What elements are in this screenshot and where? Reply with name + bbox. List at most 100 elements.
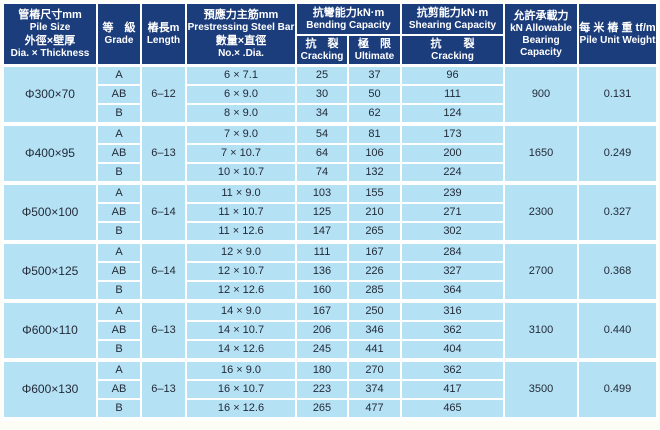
bending-ultimate-cell: 155 xyxy=(347,181,402,204)
table-row: AB 7 × 10.7 64 106 200 xyxy=(3,142,657,164)
bending-cracking-cell: 74 xyxy=(295,161,349,185)
header-shearing-cracking-en: Cracking xyxy=(431,50,474,62)
pile-size-cell: Φ600×110 xyxy=(2,299,98,362)
grade-cell: B xyxy=(96,220,142,244)
grade-cell: AB xyxy=(96,201,142,223)
grade-cell: A xyxy=(96,122,142,145)
table-row: Φ300×70 A 6–12 6 × 7.1 25 37 96 900 0.13… xyxy=(2,64,658,126)
header-bearing-en2: Bearing xyxy=(522,34,560,46)
bending-ultimate-cell: 250 xyxy=(347,299,402,322)
header-pile-size: 管樁尺寸mm Pile Size 外徑×壁厚 Dia. × Thickness xyxy=(2,2,98,67)
shearing-cracking-cell: 124 xyxy=(400,102,505,126)
steel-bar-cell: 12 × 9.0 xyxy=(185,240,297,263)
grade-cell: B xyxy=(96,161,142,185)
table-row: AB 12 × 10.7 136 226 327 xyxy=(3,260,657,282)
table-row: AB 6 × 9.0 30 50 111 xyxy=(3,83,657,105)
unit-weight-cell: 0.499 xyxy=(577,358,658,421)
shearing-cracking-cell: 111 xyxy=(400,83,505,105)
shearing-cracking-cell: 173 xyxy=(400,122,505,145)
table-row: Φ600×110 A 6–13 14 × 9.0 167 250 316 310… xyxy=(2,299,658,362)
bending-ultimate-cell: 167 xyxy=(347,240,402,263)
bending-cracking-cell: 34 xyxy=(295,102,349,126)
bending-ultimate-cell: 285 xyxy=(347,279,402,303)
unit-weight-cell: 0.131 xyxy=(577,64,658,126)
bending-ultimate-cell: 374 xyxy=(347,378,402,400)
header-length-en: Length xyxy=(146,34,181,46)
header-shearing-capacity: 抗剪能力kN·m Shearing Capacity xyxy=(400,2,505,36)
length-cell: 6–13 xyxy=(140,122,187,185)
pile-size-cell: Φ500×125 xyxy=(2,240,98,303)
steel-bar-cell: 12 × 12.6 xyxy=(185,279,297,303)
grade-cell: AB xyxy=(96,378,142,400)
header-weight-zh: 每 米 樁 重 tf/m xyxy=(579,21,656,34)
table-row: AB 11 × 10.7 125 210 271 xyxy=(3,201,657,223)
header-bending-ultimate: 極 限 Ultimate xyxy=(347,34,402,67)
steel-bar-cell: 11 × 10.7 xyxy=(185,201,297,223)
grade-cell: A xyxy=(96,358,142,381)
bending-ultimate-cell: 265 xyxy=(347,220,402,244)
table-row: B 8 × 9.0 34 62 124 xyxy=(3,102,657,126)
steel-bar-cell: 11 × 12.6 xyxy=(185,220,297,244)
shearing-cracking-cell: 362 xyxy=(400,358,505,381)
grade-cell: B xyxy=(96,397,142,421)
bending-cracking-cell: 64 xyxy=(295,142,349,164)
header-steel-bar: 預應力主筋mm Prestressing Steel Bar 數量×直徑 No.… xyxy=(185,2,297,67)
bending-cracking-cell: 25 xyxy=(295,64,349,86)
header-bearing-en1: kN Allowable xyxy=(510,22,572,34)
grade-cell: A xyxy=(96,299,142,322)
grade-cell: A xyxy=(96,240,142,263)
table-body: Φ300×70 A 6–12 6 × 7.1 25 37 96 900 0.13… xyxy=(2,64,658,421)
bending-ultimate-cell: 441 xyxy=(347,338,402,362)
shearing-cracking-cell: 404 xyxy=(400,338,505,362)
length-cell: 6–12 xyxy=(140,64,187,126)
bending-cracking-cell: 265 xyxy=(295,397,349,421)
shearing-cracking-cell: 465 xyxy=(400,397,505,421)
unit-weight-cell: 0.249 xyxy=(577,122,658,185)
steel-bar-cell: 7 × 9.0 xyxy=(185,122,297,145)
header-shearing-cracking-zh: 抗 裂 xyxy=(430,37,475,50)
header-steel-en2: No.× .Dia. xyxy=(218,47,264,59)
header-pile-size-en2: Dia. × Thickness xyxy=(10,47,90,59)
grade-cell: A xyxy=(96,181,142,204)
bending-cracking-cell: 160 xyxy=(295,279,349,303)
table-row: Φ600×130 A 6–13 16 × 9.0 180 270 362 350… xyxy=(2,358,658,421)
shearing-cracking-cell: 316 xyxy=(400,299,505,322)
table-row: B 16 × 12.6 265 477 465 xyxy=(3,397,657,421)
length-cell: 6–13 xyxy=(140,358,187,421)
table-row: B 12 × 12.6 160 285 364 xyxy=(3,279,657,303)
unit-weight-cell: 0.327 xyxy=(577,181,658,244)
bending-cracking-cell: 223 xyxy=(295,378,349,400)
header-shearing-cracking: 抗 裂 Cracking xyxy=(400,34,505,67)
bending-cracking-cell: 111 xyxy=(295,240,349,263)
bending-ultimate-cell: 81 xyxy=(347,122,402,145)
grade-cell: AB xyxy=(96,83,142,105)
pile-size-cell: Φ300×70 xyxy=(2,64,98,126)
table-row: AB 14 × 10.7 206 346 362 xyxy=(3,319,657,341)
unit-weight-cell: 0.440 xyxy=(577,299,658,362)
shearing-cracking-cell: 224 xyxy=(400,161,505,185)
bearing-capacity-cell: 900 xyxy=(503,64,579,126)
steel-bar-cell: 14 × 9.0 xyxy=(185,299,297,322)
table-row: B 11 × 12.6 147 265 302 xyxy=(3,220,657,244)
bending-ultimate-cell: 50 xyxy=(347,83,402,105)
header-length: 樁長m Length xyxy=(140,2,187,67)
table-row: AB 16 × 10.7 223 374 417 xyxy=(3,378,657,400)
shearing-cracking-cell: 200 xyxy=(400,142,505,164)
table-row: Φ500×100 A 6–14 11 × 9.0 103 155 239 230… xyxy=(2,181,658,244)
bearing-capacity-cell: 2700 xyxy=(503,240,579,303)
steel-bar-cell: 16 × 10.7 xyxy=(185,378,297,400)
bending-ultimate-cell: 270 xyxy=(347,358,402,381)
bending-cracking-cell: 245 xyxy=(295,338,349,362)
header-grade-zh: 等 級 xyxy=(102,21,136,34)
header-grade: 等 級 Grade xyxy=(96,2,142,67)
shearing-cracking-cell: 302 xyxy=(400,220,505,244)
table-row: B 10 × 10.7 74 132 224 xyxy=(3,161,657,185)
bearing-capacity-cell: 1650 xyxy=(503,122,579,185)
bending-ultimate-cell: 132 xyxy=(347,161,402,185)
shearing-cracking-cell: 362 xyxy=(400,319,505,341)
header-pile-size-zh1: 管樁尺寸mm xyxy=(18,8,82,21)
header-shearing-zh: 抗剪能力kN·m xyxy=(416,7,489,19)
header-bending-en: Bending Capacity xyxy=(306,20,391,31)
bending-cracking-cell: 167 xyxy=(295,299,349,322)
